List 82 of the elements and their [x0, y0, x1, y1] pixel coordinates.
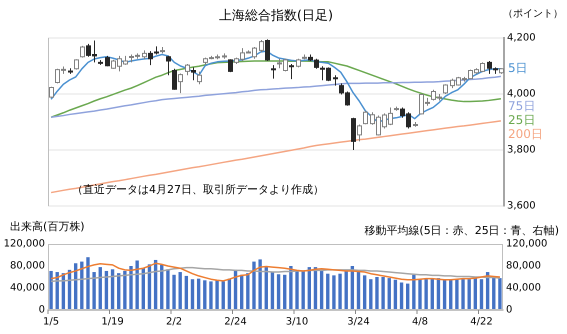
bar — [350, 266, 354, 310]
bar — [308, 267, 312, 310]
y-tick-label: 120,000 — [4, 238, 45, 250]
bar — [142, 268, 145, 310]
bar — [160, 264, 164, 310]
series-label: 5日 — [508, 60, 528, 75]
bar — [222, 281, 225, 310]
bar — [492, 277, 496, 310]
bar — [166, 269, 170, 310]
bar — [270, 272, 274, 310]
x-tick-label: 4/8 — [412, 316, 428, 328]
bar — [135, 260, 139, 310]
bar — [436, 278, 440, 310]
y-tick-label: 4,200 — [507, 32, 536, 44]
bar — [283, 274, 286, 310]
bar — [123, 270, 127, 310]
x-tick-label: 2/2 — [166, 316, 182, 328]
bar — [264, 267, 268, 310]
bar — [455, 279, 459, 310]
bar — [228, 278, 232, 310]
bar — [289, 266, 293, 310]
bar — [56, 272, 59, 310]
bar — [74, 263, 78, 310]
x-tick-label: 3/10 — [286, 316, 308, 328]
bar — [486, 272, 490, 310]
y-tick-label: 3,800 — [507, 144, 536, 156]
bar — [362, 275, 366, 310]
series-label: 75日 — [508, 99, 536, 114]
bar — [240, 274, 244, 310]
bar — [92, 272, 96, 310]
bar — [178, 272, 182, 310]
bar — [369, 279, 372, 310]
bar — [332, 275, 336, 310]
bar — [184, 276, 188, 310]
bar — [110, 269, 114, 310]
bar — [209, 281, 213, 310]
y-axis-title: 出来高(百万株) — [10, 220, 85, 233]
bar — [474, 278, 478, 310]
bar — [394, 280, 398, 310]
y-tick-label: 0 — [38, 304, 45, 316]
bar — [498, 278, 502, 310]
bar — [196, 278, 200, 310]
bar — [104, 270, 108, 310]
bar — [320, 270, 324, 310]
bar — [388, 278, 391, 310]
bar — [215, 280, 219, 310]
bar — [412, 274, 416, 310]
chart-title: 上海総合指数(日足) — [218, 8, 334, 24]
bar — [276, 274, 280, 310]
bar — [326, 274, 330, 310]
bar — [203, 280, 206, 310]
bar — [301, 272, 305, 310]
bar — [344, 272, 348, 310]
bar — [424, 279, 428, 310]
bar — [406, 284, 410, 310]
bar — [449, 279, 452, 310]
bar — [381, 277, 385, 310]
x-tick-label: 1/19 — [101, 316, 124, 328]
y-tick-label: 80,000 — [10, 260, 45, 272]
bar — [98, 267, 102, 310]
bar — [246, 273, 250, 310]
bar — [154, 260, 158, 310]
bar — [338, 274, 342, 310]
bar — [80, 262, 84, 310]
bar — [442, 280, 446, 310]
y-tick-label: 40,000 — [10, 282, 45, 294]
bar — [258, 259, 262, 310]
x-tick-label: 1/5 — [43, 316, 60, 328]
x-tick-label: 3/24 — [347, 316, 370, 328]
annotation: （直近データは4月27日、取引所データより作成） — [72, 182, 324, 196]
y-tick-label: 3,600 — [507, 200, 536, 212]
x-tick-label: 4/22 — [470, 316, 493, 328]
x-tick-label: 2/24 — [224, 316, 247, 328]
bar — [467, 279, 471, 310]
y-tick-label: 4,000 — [507, 88, 536, 100]
y-axis-title: （ポイント） — [503, 8, 563, 20]
bar — [117, 273, 120, 310]
text: 移動平均線(5日：赤、25日：青、右軸) — [364, 224, 559, 237]
bar — [49, 270, 53, 310]
series-label: 200日 — [508, 127, 543, 142]
bar — [430, 278, 434, 310]
series-label: 25日 — [508, 113, 536, 128]
